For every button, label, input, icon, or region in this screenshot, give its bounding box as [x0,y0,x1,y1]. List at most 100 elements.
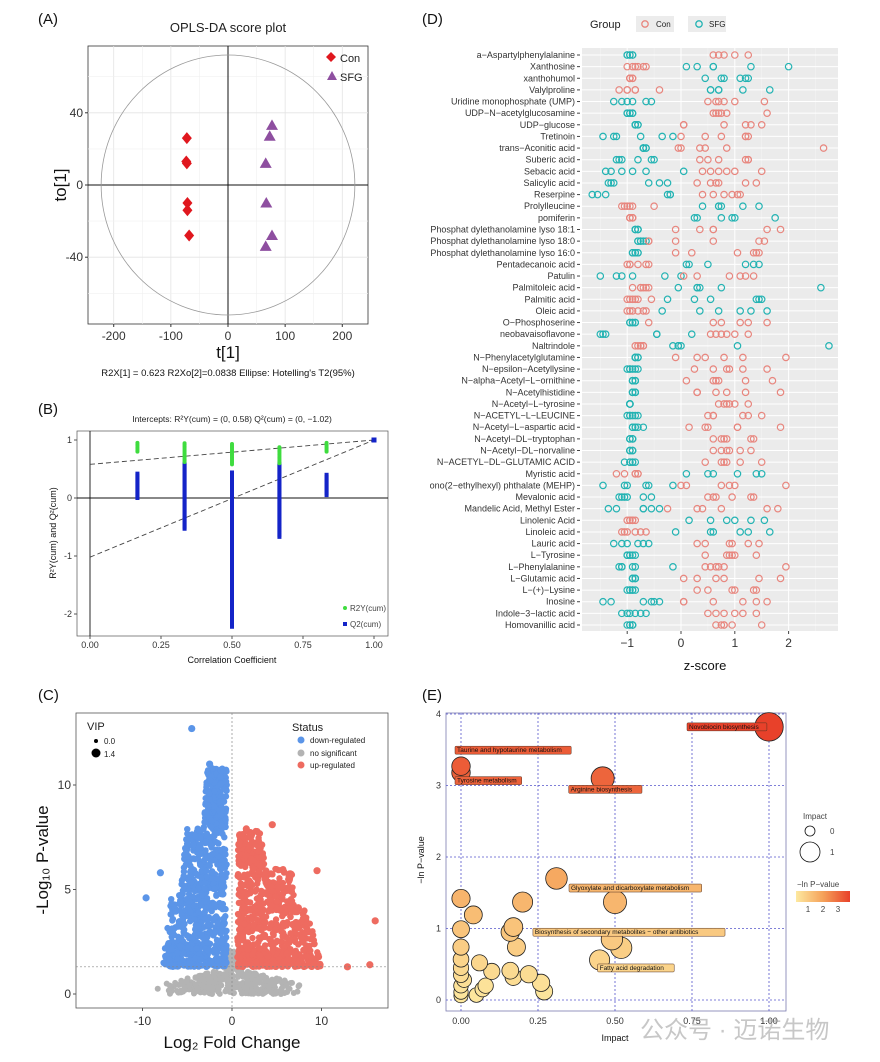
q2-point [230,592,234,597]
con-point [634,342,642,350]
vip-small-marker [94,739,98,743]
up-point [237,925,244,932]
up-point [260,854,267,862]
panel-b-ylabel: R²Y(cum) and Q²(cum) [48,487,58,579]
ns-point [201,989,208,996]
con-point [714,400,723,408]
x-tick-label: 0.75 [683,1016,701,1026]
up-point [256,945,264,952]
con-point [655,86,664,94]
pathway-point [545,867,568,890]
con-point [693,574,701,583]
metabolite-label: N−alpha−Acetyl−L−ornithine [461,376,575,386]
con-point [642,260,650,269]
sfg-point [631,563,640,571]
q2-point [230,559,234,564]
sfg-point [709,469,718,478]
con-point [626,74,634,83]
sfg-point [631,248,640,257]
con-point [623,307,632,315]
sfg-point [601,330,610,338]
up-point [283,950,291,958]
q2-point [230,624,234,629]
con-point [714,376,723,385]
up-point [242,852,250,859]
con-point [749,435,758,443]
sfg-point [696,283,704,292]
sfg-point [655,597,664,606]
panel-a-footnote: R2X[1] = 0.623 R2Xo[2]=0.0838 Ellipse: H… [101,368,355,379]
con-point [628,516,637,525]
con-point [720,609,728,618]
con-point [712,97,720,106]
up-point [286,875,294,882]
con-point [736,458,744,466]
down-point [177,934,185,942]
sfg-point [628,376,637,385]
con-point [741,272,750,280]
q2-point [135,489,140,494]
ns-point [181,984,188,991]
sfg-point [693,62,701,71]
con-point [634,307,642,315]
q2-point [230,616,234,621]
con-point [679,120,688,129]
up-point [237,893,245,900]
con-point [706,330,715,338]
panel-d-ticks: −1 0 1 2 [620,631,792,650]
con-point [628,214,637,222]
con-point [757,621,766,629]
x-tick-label: 1.00 [760,1016,778,1026]
up-point [235,886,243,893]
con-point [623,202,632,211]
down-point [199,892,206,899]
con-point [749,272,758,280]
con-point [733,423,742,432]
con-point [631,295,640,304]
con-point [709,318,718,327]
con-point [730,97,739,106]
down-point [204,946,212,954]
q2-point [182,494,187,499]
down-point [195,923,202,930]
q2-point [182,502,187,507]
sfg-point [618,167,626,176]
sfg-point [682,260,691,269]
up-point [249,951,256,958]
pathway-label-box [454,745,572,755]
sfg-point [747,307,755,315]
x-tick-label: 0.00 [81,640,99,650]
y-tick-label: 2 [436,852,441,862]
down-point [212,838,219,846]
ns-point [192,981,199,988]
ns-point [211,979,218,986]
q2-point [182,500,187,505]
up-point [246,831,254,838]
down-point [165,940,172,947]
q2-point [230,594,234,599]
con-point [709,376,718,385]
q2-point [324,482,329,487]
sfg-point [741,260,750,269]
q2-point [230,531,234,536]
metabolite-label: UDP−glucose [520,120,575,130]
sfg-point [631,609,640,618]
con-point [730,551,739,560]
sfg-point [706,295,715,304]
con-point [763,504,771,513]
y-tick-label: 0 [64,987,71,1001]
q2-point [182,520,187,525]
q2-point [230,553,234,558]
sfg-point [639,493,648,501]
down-point [217,773,224,780]
q2-point [230,557,234,562]
con-point [704,155,712,164]
con-point [182,197,193,210]
q2-point [135,475,140,480]
sfg-point [690,214,699,222]
con-point [736,190,744,199]
down-point [221,950,229,957]
sfg-point [765,86,774,94]
sfg-point [669,563,677,571]
con-point [709,237,718,245]
